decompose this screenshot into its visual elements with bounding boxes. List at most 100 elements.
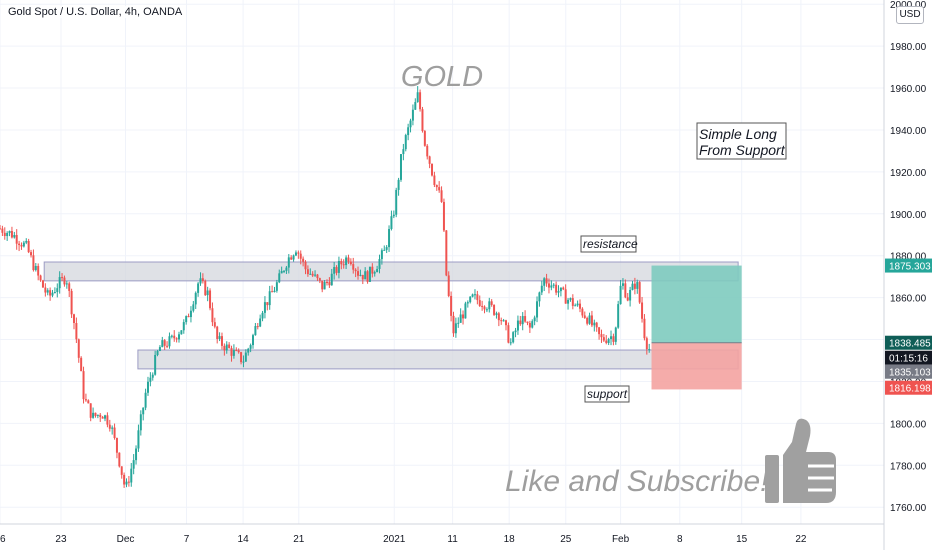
- candle-body: [316, 274, 319, 279]
- candle-body: [309, 273, 312, 275]
- candle-body: [507, 325, 510, 343]
- candle-body: [483, 306, 486, 310]
- candle-body: [311, 273, 314, 276]
- candle-body: [383, 249, 386, 251]
- candle-body: [199, 278, 202, 284]
- candle-body: [163, 340, 166, 346]
- candle-body: [605, 340, 608, 343]
- candle-body: [292, 255, 295, 260]
- candle-body: [612, 336, 615, 342]
- candle-body: [590, 315, 593, 326]
- candle-body: [194, 292, 197, 305]
- countdown-label-bg: [885, 350, 932, 365]
- candle-body: [440, 190, 443, 202]
- y-tick-label: 1940.00: [890, 126, 927, 137]
- candle-body: [77, 339, 80, 358]
- candle-body: [70, 290, 73, 315]
- candle-body: [216, 326, 219, 339]
- candle-body: [610, 336, 613, 340]
- candle-body: [34, 265, 37, 271]
- stop-price-label-bg: [885, 380, 932, 395]
- candle-body: [521, 316, 524, 325]
- candle-body: [397, 179, 400, 190]
- x-tick-label: 18: [504, 534, 516, 545]
- resistance-zone: [43, 261, 739, 282]
- candle-body: [130, 468, 133, 483]
- candle-body: [294, 252, 297, 256]
- candle-body: [108, 424, 111, 429]
- x-tick-label: 11: [447, 534, 458, 545]
- idea-box[interactable]: [696, 122, 787, 160]
- x-tick-label: Feb: [612, 534, 630, 545]
- candle-body: [235, 350, 238, 352]
- candle-body: [135, 448, 138, 461]
- candle-body: [500, 320, 503, 322]
- subscribe-text: Like and Subscribe!: [505, 465, 769, 498]
- candle-body: [139, 414, 142, 431]
- candle-body: [185, 316, 188, 323]
- candle-body: [392, 214, 395, 217]
- candle-body: [619, 285, 622, 305]
- candle-body: [347, 257, 350, 262]
- candle-body: [192, 304, 195, 311]
- candle-body: [314, 274, 317, 276]
- candle-body: [125, 481, 128, 485]
- candle-body: [536, 301, 539, 318]
- candle-body: [149, 377, 152, 382]
- candle-body: [127, 481, 130, 483]
- candle-body: [533, 317, 536, 322]
- candle-body: [366, 271, 369, 282]
- candle-body: [538, 292, 541, 302]
- candle-body: [328, 282, 331, 286]
- resistance-box[interactable]: [580, 235, 637, 253]
- candle-body: [46, 290, 49, 293]
- candle-body: [638, 282, 641, 303]
- candle-body: [161, 340, 164, 348]
- candle-body: [378, 259, 381, 269]
- candle-body: [261, 312, 264, 319]
- currency-button[interactable]: USD: [896, 6, 924, 24]
- candle-body: [115, 438, 118, 453]
- candle-body: [25, 240, 28, 243]
- candle-body: [333, 267, 336, 274]
- long-position-tool: [651, 265, 742, 390]
- candle-body: [30, 252, 33, 256]
- candle-body: [158, 347, 161, 351]
- candle-body: [395, 189, 398, 215]
- candle-body: [58, 277, 61, 289]
- symbol-header[interactable]: Gold Spot / U.S. Dollar, 4h, OANDA: [6, 6, 185, 18]
- candle-body: [82, 371, 85, 400]
- candle-body: [633, 283, 636, 289]
- x-tick-label: 25: [560, 534, 572, 545]
- candle-body: [22, 242, 25, 247]
- candle-body: [641, 302, 644, 319]
- candle-body: [297, 252, 300, 254]
- candle-body: [151, 374, 154, 378]
- candle-body: [626, 297, 629, 301]
- candle-body: [526, 321, 529, 323]
- candle-body: [349, 261, 352, 265]
- candle-body: [345, 257, 348, 266]
- candle-body: [87, 400, 90, 404]
- candle-body: [380, 250, 383, 260]
- candle-body: [569, 298, 572, 300]
- candle-body: [318, 278, 321, 281]
- candle-body: [53, 292, 56, 294]
- candle-body: [416, 92, 419, 103]
- candle-body: [240, 352, 243, 363]
- candle-body: [304, 261, 307, 270]
- y-tick-label: 2000.00: [890, 0, 927, 11]
- candle-body: [113, 427, 116, 439]
- candle-body: [419, 92, 422, 110]
- entry-price-label-bg: [885, 335, 932, 350]
- candle-body: [242, 361, 245, 363]
- candle-body: [414, 102, 417, 110]
- candle-body: [144, 392, 147, 408]
- idea-line-2: From Support: [699, 142, 786, 158]
- thumbs-up-icon: [765, 418, 836, 503]
- candle-body: [290, 257, 293, 260]
- support-box[interactable]: [584, 385, 630, 403]
- candle-body: [359, 274, 362, 276]
